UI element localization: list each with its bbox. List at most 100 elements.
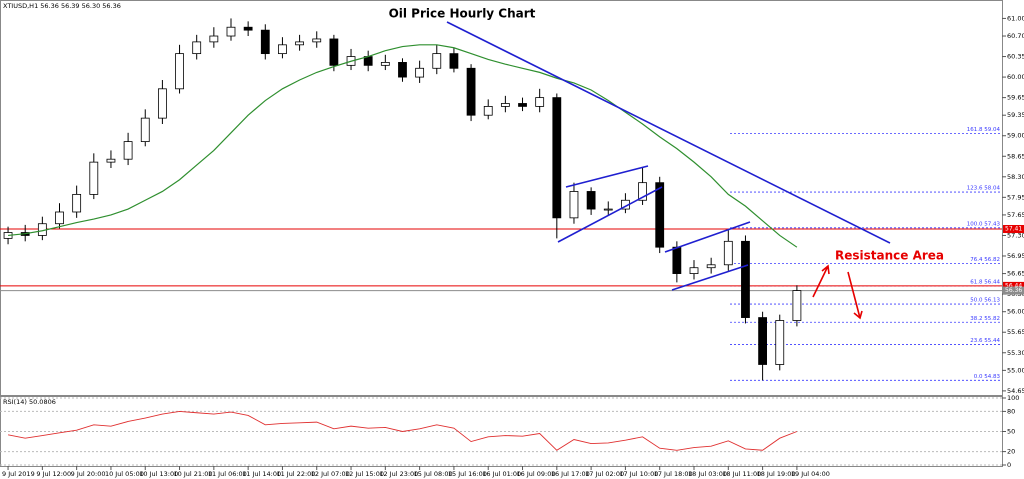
price-box	[1003, 286, 1024, 295]
x-tick-label: 18 Jul 19:00	[757, 470, 796, 478]
x-tick-label: 12 Jul 23:00	[379, 470, 418, 478]
y-tick-label: 56.95	[1007, 252, 1024, 260]
candle-body	[140, 117, 150, 143]
fib-label: 50.0 56.13	[970, 298, 1000, 304]
candle-body	[638, 182, 647, 201]
candle-body	[466, 67, 476, 116]
fib-label: 61.8 56.44	[970, 279, 1000, 285]
fib-label: 123.6 58.04	[967, 186, 1001, 192]
x-tick-label: 11 Jul 22:00	[276, 470, 315, 478]
candle-body	[243, 26, 253, 31]
arrows	[812, 264, 863, 320]
x-tick-label: 15 Jul 16:00	[448, 470, 487, 478]
y-tick-label: 50	[1007, 428, 1015, 436]
x-tick-label: 16 Jul 09:00	[517, 470, 556, 478]
candle-body	[295, 41, 304, 46]
candle-body	[741, 240, 750, 318]
x-tick-label: 15 Jul 08:00	[414, 470, 453, 478]
candle-body	[226, 26, 236, 37]
candle-body	[72, 193, 82, 213]
trendline	[565, 165, 649, 188]
candle-body	[603, 208, 613, 211]
y-tick-label: 60.35	[1007, 53, 1024, 61]
candle-body	[552, 97, 562, 219]
y-tick-label: 54.65	[1007, 387, 1024, 395]
candle-body	[312, 38, 322, 43]
candle-body	[278, 44, 287, 55]
x-tick-label: 10 Jul 05:00	[105, 470, 144, 478]
annotation: Resistance Area	[835, 249, 944, 263]
x-tick-label: 11 Jul 14:00	[242, 470, 281, 478]
y-tick-label: 57.65	[1007, 211, 1024, 219]
y-tick-label: 80	[1007, 407, 1015, 415]
x-tick-label: 9 Jul 2019	[2, 470, 35, 478]
arrow-up	[812, 264, 830, 298]
candle-body	[775, 320, 785, 365]
y-tick-label: 55.65	[1007, 328, 1024, 336]
x-tick-label: 17 Jul 18:00	[654, 470, 693, 478]
candle-body	[260, 29, 270, 55]
candle-body	[723, 240, 733, 266]
trendlines	[446, 21, 891, 291]
candle-body	[398, 62, 407, 78]
candle-body	[672, 246, 682, 274]
y-tick-label: 60.70	[1007, 32, 1024, 40]
candle-body	[758, 317, 768, 365]
symbol-header: XTIUSD,H1 56.36 56.39 56.30 56.36	[3, 2, 121, 10]
y-tick-label: 20	[1007, 448, 1015, 456]
x-tick-label: 9 Jul 20:00	[71, 470, 106, 478]
candle-body	[55, 211, 64, 225]
candle-body	[89, 161, 99, 195]
rsi-title: RSI(14) 50.0806	[3, 398, 56, 406]
x-tick-label: 12 Jul 07:00	[311, 470, 350, 478]
trendline	[664, 221, 751, 253]
x-tick-label: 16 Jul 17:00	[551, 470, 590, 478]
candle-body	[483, 106, 493, 116]
candle-body	[535, 97, 545, 107]
y-tick-label: 59.00	[1007, 132, 1024, 140]
candle-body	[792, 290, 802, 321]
y-tick-label: 59.65	[1007, 94, 1024, 102]
candle-body	[706, 264, 716, 269]
y-tick-label: 59.35	[1007, 111, 1024, 119]
rsi-line	[7, 410, 798, 451]
y-tick-label: 56.65	[1007, 270, 1024, 278]
candle-body	[106, 158, 116, 163]
x-tick-label: 10 Jul 21:00	[174, 470, 213, 478]
x-tick-label: 10 Jul 13:00	[139, 470, 178, 478]
x-tick-label: 18 Jul 11:00	[722, 470, 761, 478]
x-tick-label: 16 Jul 01:00	[482, 470, 521, 478]
candle-body	[415, 67, 425, 78]
price-panel	[0, 0, 1003, 396]
candle-body	[689, 267, 699, 274]
y-tick-label: 0	[1007, 461, 1011, 469]
x-tick-label: 19 Jul 04:00	[791, 470, 830, 478]
candle-body	[449, 53, 459, 69]
trendline	[446, 21, 891, 244]
y-tick-label: 57.95	[1007, 193, 1024, 201]
fib-label: 38.2 55.82	[970, 316, 1000, 322]
x-tick-label: 18 Jul 03:00	[688, 470, 727, 478]
chart-title: Oil Price Hourly Chart	[389, 7, 536, 21]
price-box-label: 56.44	[1005, 282, 1022, 289]
fib-label: 23.6 55.44	[970, 338, 1000, 344]
y-tick-label: 55.00	[1007, 366, 1024, 374]
candle-body	[157, 88, 167, 119]
fib-label: 0.0 54.83	[974, 374, 1001, 380]
candle-body	[192, 41, 202, 55]
arrow-down	[847, 271, 863, 320]
price-box-label: 56.36	[1005, 287, 1022, 294]
candle-body	[500, 103, 510, 107]
fib-label: 100.0 57.43	[967, 221, 1001, 227]
candle-body	[380, 62, 390, 66]
x-tick-label: 17 Jul 02:00	[585, 470, 624, 478]
y-tick-label: 56.00	[1007, 308, 1024, 316]
price-box-label: 57.41	[1005, 226, 1022, 233]
candle-body	[518, 103, 527, 107]
x-tick-label: 9 Jul 12:00	[36, 470, 71, 478]
candle-body	[586, 191, 596, 210]
candle-body	[209, 35, 219, 43]
candle-body	[123, 141, 133, 160]
